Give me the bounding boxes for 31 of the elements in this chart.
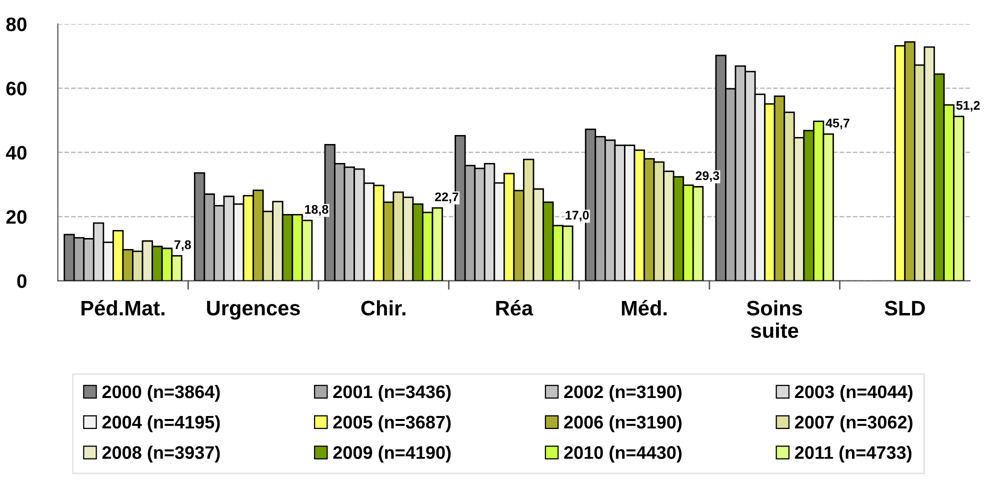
data-label: 17,0: [566, 210, 589, 222]
x-tick-label: Réa: [496, 300, 534, 316]
y-tick-label: 60: [6, 82, 26, 96]
data-label: 29,3: [696, 171, 720, 182]
data-label: 22,7: [435, 192, 458, 204]
legend-label: 2001 (n=3436): [333, 384, 451, 402]
data-label: 45,7: [826, 118, 850, 130]
x-tick-label: Urgences: [207, 300, 300, 320]
y-tick-label: 20: [6, 210, 26, 224]
data-label: 7,8: [174, 240, 191, 251]
data-label: 51,2: [956, 100, 980, 112]
data-label: 18,8: [305, 204, 328, 216]
y-tick-label: 80: [6, 17, 26, 32]
y-tick-label: 40: [6, 146, 26, 160]
x-tick-label: SLD: [884, 300, 925, 316]
legend-label: 2005 (n=3687): [333, 415, 451, 432]
legend-label: 2000 (n=3864): [102, 384, 220, 402]
legend-label: 2011 (n=4733): [795, 446, 912, 463]
x-tick-label: Péd.Mat.: [82, 300, 164, 316]
legend-label: 2009 (n=4190): [333, 446, 451, 463]
x-tick-label: Chir.: [361, 300, 406, 316]
legend-label: 2007 (n=3062): [795, 415, 912, 432]
legend-label: 2003 (n=4044): [795, 384, 912, 402]
legend-label: 2010 (n=4430): [564, 446, 682, 463]
x-tick-label: Soins suite: [746, 300, 802, 338]
legend-label: 2002 (n=3190): [564, 384, 682, 402]
legend-label: 2008 (n=3937): [102, 446, 220, 463]
legend-label: 2004 (n=4195): [102, 415, 220, 432]
y-tick-label: 0: [17, 274, 26, 288]
legend-label: 2006 (n=3190): [564, 415, 682, 432]
x-tick-label: Méd.: [622, 300, 667, 316]
